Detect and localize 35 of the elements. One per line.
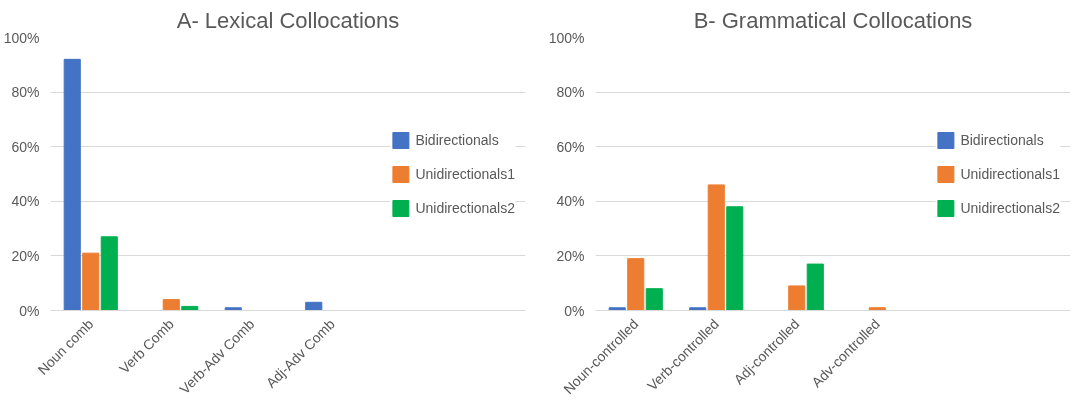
bar bbox=[689, 307, 707, 311]
bar bbox=[645, 288, 663, 311]
bar bbox=[806, 263, 824, 311]
bar bbox=[82, 252, 100, 311]
bar bbox=[100, 236, 118, 311]
bar bbox=[788, 285, 806, 311]
legend-label: Bidirectionals bbox=[415, 131, 499, 148]
bar bbox=[162, 299, 180, 311]
y-tick-label: 60% bbox=[556, 138, 585, 155]
y-tick-label: 60% bbox=[11, 138, 40, 155]
y-tick-label: 40% bbox=[11, 193, 40, 210]
y-tick-label: 80% bbox=[556, 84, 585, 101]
legend-label: Unidirectionals1 bbox=[415, 165, 515, 182]
legend-label: Unidirectionals2 bbox=[415, 199, 515, 216]
y-tick-label: 0% bbox=[19, 302, 40, 319]
legend-label: Unidirectionals1 bbox=[960, 165, 1060, 182]
bar bbox=[627, 258, 645, 311]
y-tick-label: 100% bbox=[3, 29, 40, 46]
bar bbox=[868, 307, 886, 311]
bar bbox=[63, 58, 81, 311]
bar bbox=[726, 206, 744, 311]
y-tick-label: 40% bbox=[556, 193, 585, 210]
y-tick-label: 100% bbox=[548, 29, 585, 46]
chart-title: B- Grammatical Collocations bbox=[693, 7, 973, 33]
y-tick-label: 80% bbox=[11, 84, 40, 101]
y-tick-label: 20% bbox=[11, 247, 40, 264]
bar bbox=[608, 307, 626, 311]
y-tick-label: 0% bbox=[564, 302, 585, 319]
legend-label: Unidirectionals2 bbox=[960, 199, 1060, 216]
y-tick-label: 20% bbox=[556, 247, 585, 264]
legend-label: Bidirectionals bbox=[960, 131, 1044, 148]
bar bbox=[305, 301, 323, 311]
bar bbox=[707, 184, 725, 311]
chart-title: A- Lexical Collocations bbox=[176, 7, 400, 33]
bar bbox=[224, 307, 242, 311]
